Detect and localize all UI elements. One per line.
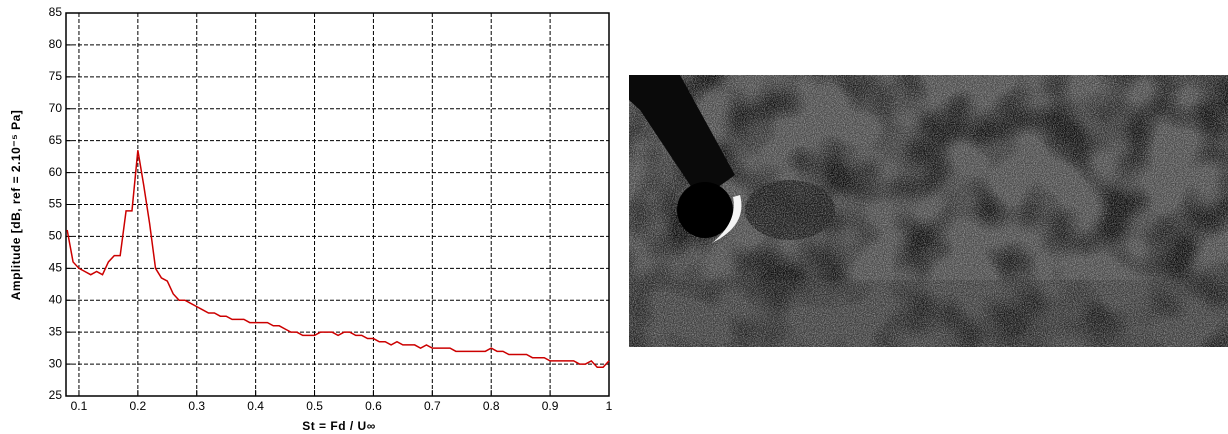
y-tick-label: 60 [49, 165, 63, 179]
y-tick-label: 30 [49, 356, 63, 370]
x-tick-label: 0.5 [306, 399, 323, 413]
x-tick-label: 0.6 [365, 399, 382, 413]
x-tick-label: 0.9 [542, 399, 559, 413]
y-tick-label: 85 [49, 5, 63, 19]
x-tick-label: 0.1 [71, 399, 88, 413]
y-tick-label: 40 [49, 292, 63, 306]
y-tick-label: 65 [49, 133, 63, 147]
y-tick-label: 25 [49, 388, 63, 402]
y-tick-label: 70 [49, 101, 63, 115]
y-tick-label: 80 [49, 37, 63, 51]
y-tick-label: 45 [49, 261, 63, 275]
flow-photo [629, 75, 1228, 347]
plot-frame [65, 12, 610, 397]
x-tick-label: 1 [606, 399, 613, 413]
x-tick-label: 0.8 [483, 399, 500, 413]
x-tick-label: 0.4 [247, 399, 264, 413]
data-line [66, 150, 610, 369]
x-tick-label: 0.2 [130, 399, 147, 413]
y-axis-title: Amplitude [dB, ref = 2.10⁻⁵ Pa] [9, 110, 23, 301]
x-tick-label: 0.3 [188, 399, 205, 413]
y-tick-label: 50 [49, 229, 63, 243]
y-tick-label: 35 [49, 324, 63, 338]
y-tick-label: 75 [49, 69, 63, 83]
x-tick-label: 0.7 [424, 399, 441, 413]
x-axis-title: St = Fd / U∞ [302, 419, 376, 433]
y-tick-label: 55 [49, 197, 63, 211]
